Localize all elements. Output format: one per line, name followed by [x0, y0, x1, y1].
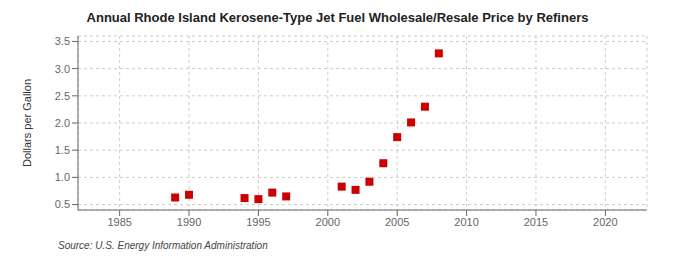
svg-text:1.5: 1.5: [55, 144, 70, 156]
svg-text:2015: 2015: [524, 216, 548, 228]
html-text:Annual Rhode Island Kerosene-T: Annual Rhode Island Kerosene-Type Jet Fu…: [86, 10, 589, 25]
svg-text:1990: 1990: [177, 216, 201, 228]
svg-text:2020: 2020: [593, 216, 617, 228]
svg-text:Dollars per Gallon: Dollars per Gallon: [21, 79, 33, 167]
svg-text:1995: 1995: [246, 216, 270, 228]
svg-text:2.5: 2.5: [55, 90, 70, 102]
svg-text:3.0: 3.0: [55, 63, 70, 75]
svg-text:2010: 2010: [454, 216, 478, 228]
svg-text:0.5: 0.5: [55, 198, 70, 210]
svg-text:3.5: 3.5: [55, 35, 70, 47]
svg-text:2005: 2005: [385, 216, 409, 228]
html-text:Source: U.S. Energy Informatio: Source: U.S. Energy Information Administ…: [58, 240, 268, 251]
svg-text:2000: 2000: [316, 216, 340, 228]
svg-text:1985: 1985: [107, 216, 131, 228]
svg-text:1.0: 1.0: [55, 171, 70, 183]
svg-text:2.0: 2.0: [55, 117, 70, 129]
